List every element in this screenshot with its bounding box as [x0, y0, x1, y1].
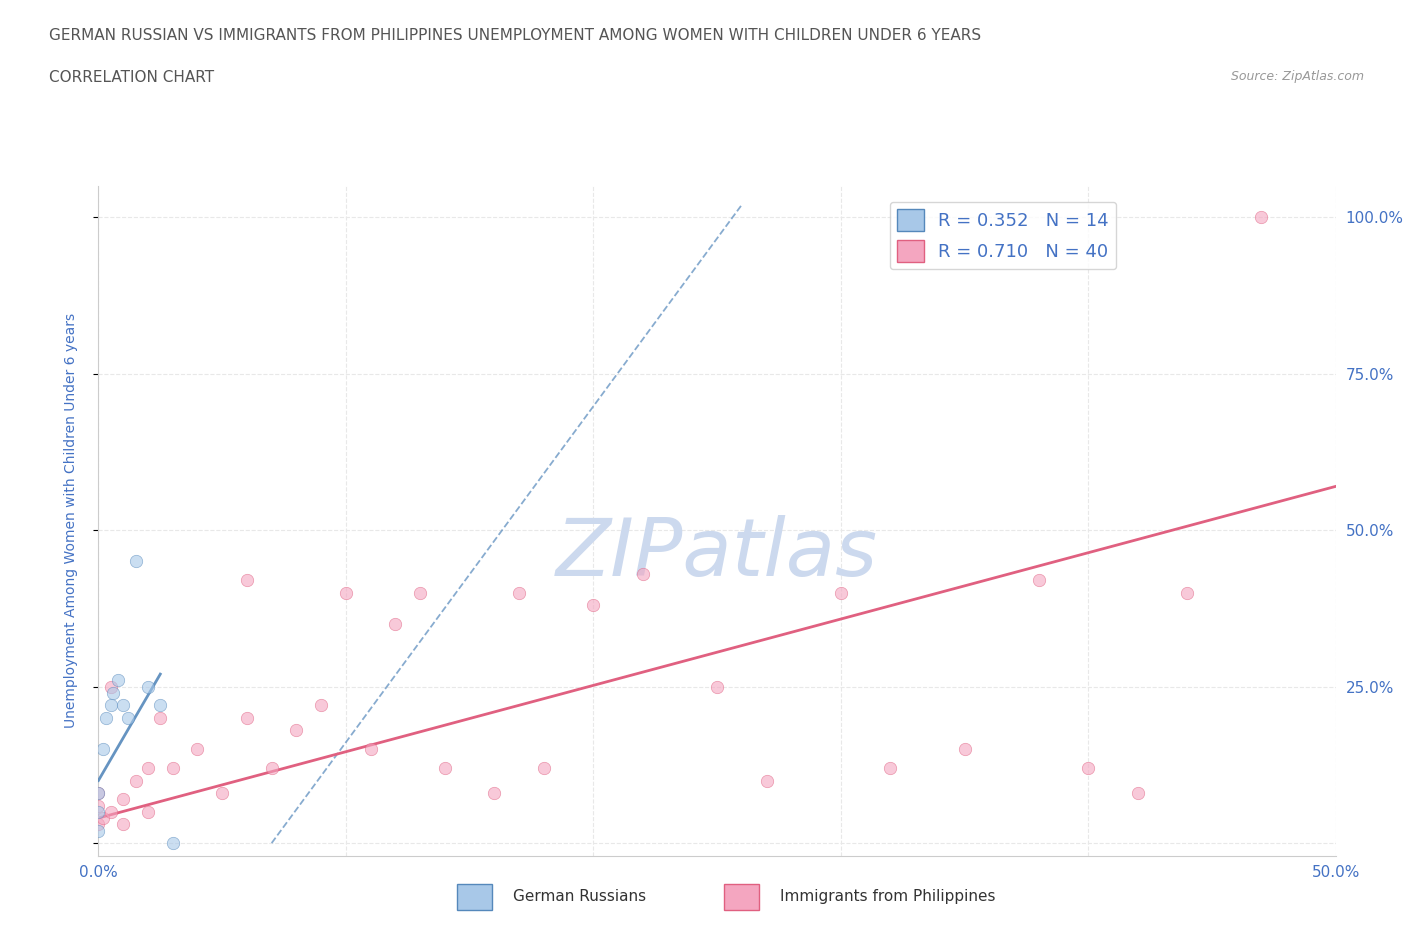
- Point: [100, 698, 122, 713]
- Point: [93, 811, 115, 826]
- Text: German Russians: German Russians: [513, 889, 647, 904]
- Point: [149, 698, 172, 713]
- Point: [124, 773, 146, 788]
- Point: [87, 786, 110, 801]
- Point: [309, 698, 332, 713]
- Point: [186, 742, 208, 757]
- Point: [953, 742, 976, 757]
- Text: ZIPatlas: ZIPatlas: [555, 515, 879, 593]
- Point: [236, 711, 259, 725]
- Point: [136, 761, 159, 776]
- Point: [94, 711, 117, 725]
- Point: [87, 823, 110, 838]
- Point: [1028, 573, 1050, 588]
- Point: [335, 585, 357, 600]
- Y-axis label: Unemployment Among Women with Children Under 6 years: Unemployment Among Women with Children U…: [63, 313, 77, 728]
- Text: CORRELATION CHART: CORRELATION CHART: [49, 70, 214, 85]
- Point: [582, 598, 605, 613]
- Point: [136, 804, 159, 819]
- Point: [124, 554, 146, 569]
- Point: [706, 679, 728, 694]
- Legend: R = 0.352   N = 14, R = 0.710   N = 40: R = 0.352 N = 14, R = 0.710 N = 40: [890, 202, 1116, 270]
- Point: [830, 585, 852, 600]
- Point: [484, 786, 506, 801]
- Point: [211, 786, 233, 801]
- Point: [533, 761, 555, 776]
- Point: [631, 566, 654, 581]
- Point: [87, 786, 110, 801]
- Point: [112, 791, 135, 806]
- Point: [236, 573, 259, 588]
- Point: [1077, 761, 1099, 776]
- Point: [1126, 786, 1149, 801]
- Point: [93, 742, 115, 757]
- Point: [112, 698, 135, 713]
- Point: [117, 711, 139, 725]
- Point: [112, 817, 135, 831]
- Point: [384, 617, 406, 631]
- Point: [100, 679, 122, 694]
- Point: [409, 585, 432, 600]
- Text: Immigrants from Philippines: Immigrants from Philippines: [780, 889, 995, 904]
- Point: [149, 711, 172, 725]
- Point: [755, 773, 778, 788]
- Point: [879, 761, 901, 776]
- Point: [285, 723, 308, 737]
- Point: [162, 836, 184, 851]
- FancyBboxPatch shape: [724, 884, 759, 910]
- Point: [1250, 210, 1272, 225]
- Point: [1175, 585, 1198, 600]
- Point: [360, 742, 382, 757]
- Point: [87, 817, 110, 831]
- Point: [87, 804, 110, 819]
- FancyBboxPatch shape: [457, 884, 492, 910]
- Point: [433, 761, 456, 776]
- Text: GERMAN RUSSIAN VS IMMIGRANTS FROM PHILIPPINES UNEMPLOYMENT AMONG WOMEN WITH CHIL: GERMAN RUSSIAN VS IMMIGRANTS FROM PHILIP…: [49, 28, 981, 43]
- Point: [508, 585, 530, 600]
- Text: Source: ZipAtlas.com: Source: ZipAtlas.com: [1230, 70, 1364, 83]
- Point: [87, 798, 110, 813]
- Point: [162, 761, 184, 776]
- Point: [100, 804, 122, 819]
- Point: [107, 673, 129, 688]
- Point: [260, 761, 283, 776]
- Point: [136, 679, 159, 694]
- Point: [103, 685, 125, 700]
